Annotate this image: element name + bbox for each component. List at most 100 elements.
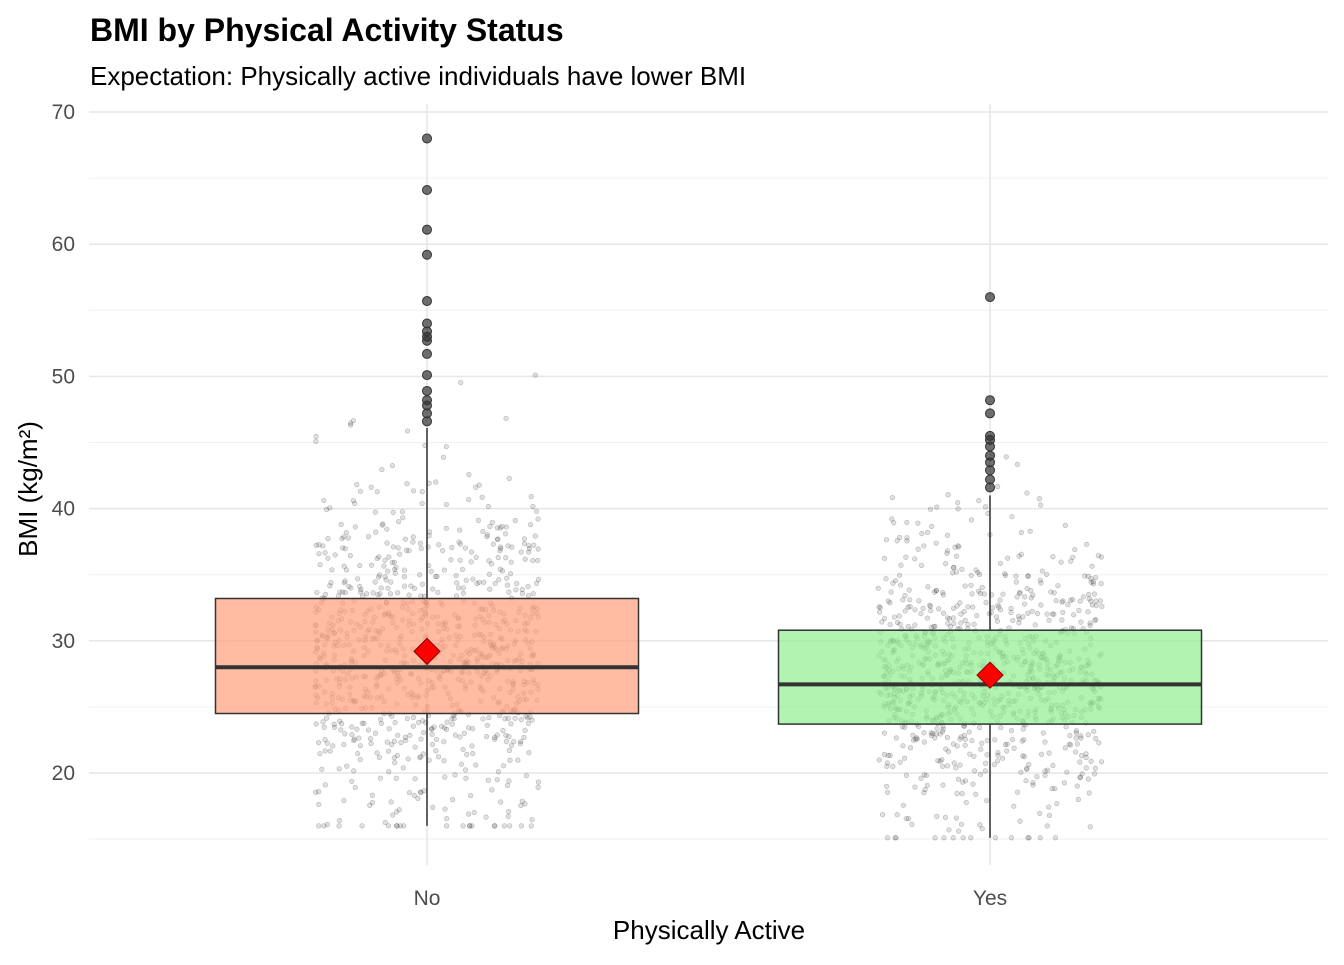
outlier-point (985, 395, 995, 406)
jitter-point (1034, 774, 1040, 780)
jitter-point (984, 752, 990, 758)
jitter-point (469, 823, 475, 829)
jitter-point (372, 579, 378, 585)
jitter-point (403, 547, 409, 553)
jitter-point (890, 580, 896, 586)
jitter-point (460, 590, 466, 596)
jitter-point (526, 546, 532, 552)
jitter-point (945, 492, 951, 498)
jitter-point (494, 525, 500, 531)
jitter-point (322, 748, 328, 754)
jitter-point (352, 500, 358, 507)
jitter-point (898, 562, 904, 568)
jitter-point (1052, 785, 1058, 792)
jitter-point (1008, 605, 1014, 612)
jitter-point (1079, 771, 1085, 777)
jitter-point (499, 523, 505, 529)
jitter-point (388, 741, 395, 748)
jitter-point (460, 585, 466, 591)
mean-marker (413, 637, 441, 666)
jitter-point (525, 583, 531, 590)
jitter-point (962, 583, 968, 589)
outlier-point (985, 465, 995, 476)
jitter-point (875, 585, 881, 591)
jitter-point (402, 734, 409, 740)
jitter-point (912, 622, 918, 628)
jitter-point (343, 567, 350, 573)
jitter-point (912, 556, 918, 562)
jitter-point (372, 509, 378, 515)
jitter-point (491, 823, 497, 829)
jitter-point (894, 812, 900, 818)
jitter-point (521, 540, 528, 547)
jitter-point (921, 543, 927, 549)
jitter-point (519, 798, 525, 804)
jitter-point (892, 835, 898, 841)
jitter-point (1078, 619, 1084, 625)
jitter-point (339, 721, 345, 727)
jitter-point (395, 518, 402, 525)
jitter-point (1061, 780, 1068, 786)
jitter-point (1037, 577, 1043, 583)
jitter-point (1011, 745, 1017, 751)
jitter-point (1060, 609, 1066, 615)
jitter-point (933, 731, 940, 737)
jitter-point (1046, 617, 1052, 623)
jitter-point (1083, 541, 1090, 547)
jitter-point (502, 531, 509, 537)
jitter-point (494, 732, 500, 738)
jitter-point (495, 536, 501, 542)
jitter-point (1049, 785, 1055, 792)
jitter-point (1093, 735, 1099, 742)
jitter-point (417, 789, 424, 795)
jitter-point (885, 752, 891, 759)
jitter-point (376, 572, 383, 578)
jitter-point (528, 493, 534, 500)
jitter-point (504, 582, 511, 588)
jitter-point (1093, 602, 1099, 609)
jitter-point (960, 779, 966, 785)
jitter-point (966, 729, 972, 735)
jitter-point (377, 591, 383, 597)
jitter-point (1059, 599, 1065, 605)
jitter-point (367, 802, 373, 808)
jitter-point (927, 603, 933, 609)
jitter-point (460, 746, 466, 753)
jitter-point (1026, 761, 1032, 768)
jitter-point (1064, 769, 1070, 775)
jitter-point (896, 572, 903, 578)
jitter-point (910, 732, 916, 738)
jitter-point (498, 545, 504, 552)
jitter-point (410, 539, 416, 545)
jitter-point (906, 587, 912, 593)
jitter-point (495, 554, 501, 561)
jitter-point (977, 771, 984, 777)
jitter-point (535, 557, 541, 564)
jitter-point (954, 790, 960, 797)
jitter-point (507, 757, 513, 763)
jitter-point (416, 719, 422, 726)
jitter-point (1075, 796, 1081, 803)
jitter-point (505, 813, 511, 820)
jitter-point (481, 579, 487, 585)
jitter-point (887, 600, 893, 606)
jitter-point (388, 799, 394, 805)
jitter-point (1022, 594, 1028, 600)
jitter-point (963, 799, 969, 806)
jitter-point (1067, 732, 1073, 739)
jitter-point (418, 545, 424, 552)
jitter-point (316, 801, 322, 808)
jitter-point (1018, 769, 1024, 775)
jitter-point (373, 529, 379, 535)
jitter-point (1034, 610, 1041, 617)
jitter-point (1032, 622, 1038, 628)
jitter-point (907, 745, 914, 751)
jitter-point (940, 592, 946, 598)
jitter-point (418, 736, 424, 742)
jitter-point (359, 823, 365, 829)
jitter-point (352, 784, 358, 791)
jitter-point (502, 716, 508, 722)
jitter-point (528, 823, 534, 829)
jitter-point (946, 827, 952, 833)
jitter-point (337, 589, 343, 595)
